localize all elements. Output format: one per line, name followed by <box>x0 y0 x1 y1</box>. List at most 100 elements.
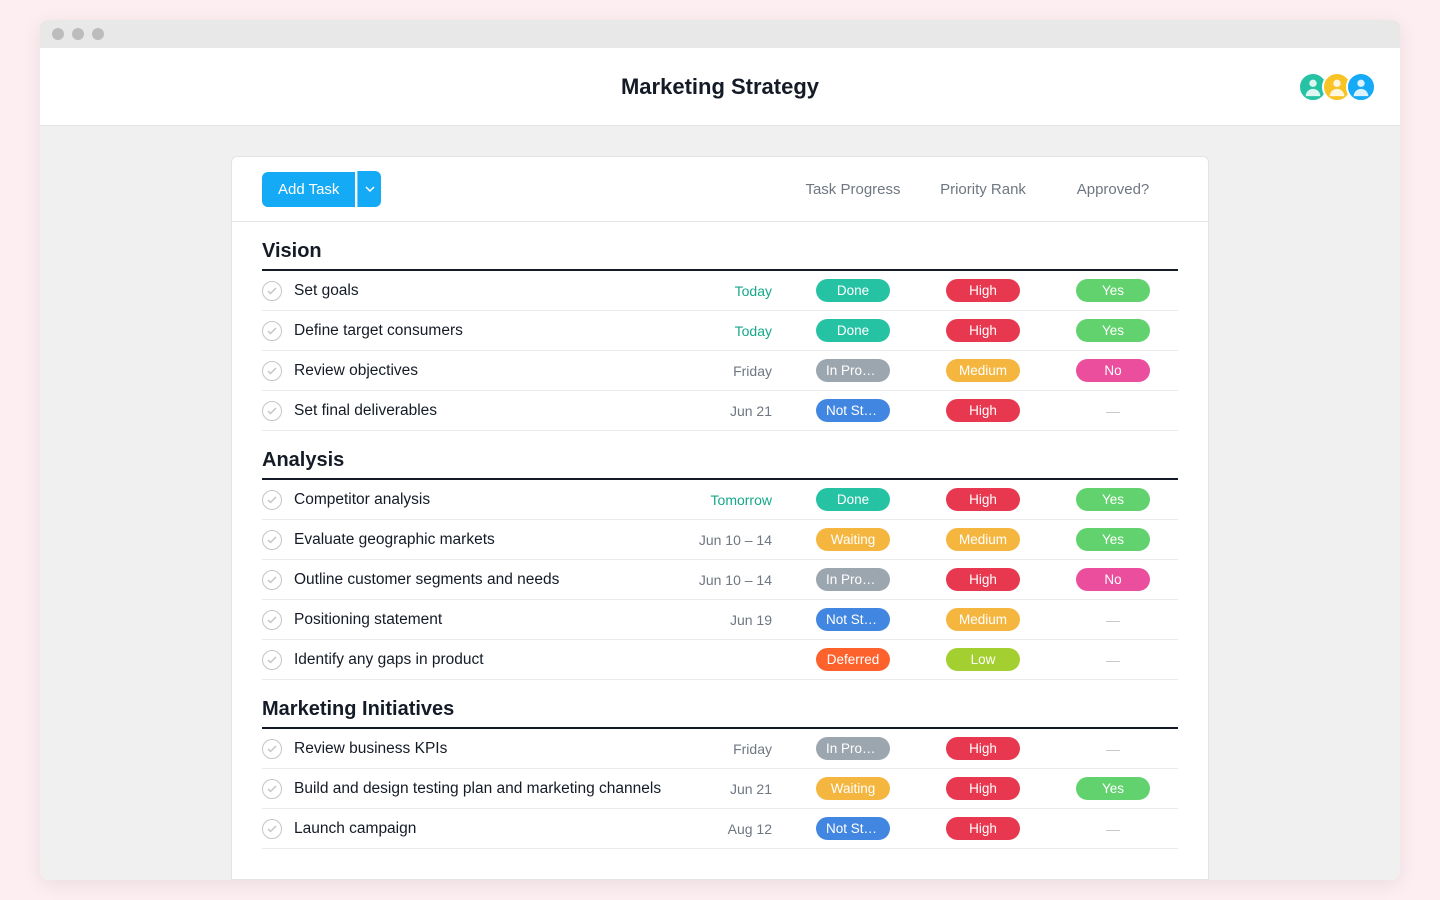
page-title: Marketing Strategy <box>621 74 819 100</box>
task-priority-cell[interactable]: High <box>918 568 1048 591</box>
task-priority-cell[interactable]: High <box>918 777 1048 800</box>
complete-checkbox[interactable] <box>262 281 282 301</box>
task-approved-cell[interactable]: — <box>1048 741 1178 757</box>
empty-value: — <box>1106 612 1120 628</box>
task-name: Build and design testing plan and market… <box>294 780 688 798</box>
complete-checkbox[interactable] <box>262 739 282 759</box>
check-icon <box>267 744 277 754</box>
section-title[interactable]: Marketing Initiatives <box>262 680 1178 729</box>
priority-pill: High <box>946 568 1020 591</box>
complete-checkbox[interactable] <box>262 779 282 799</box>
task-progress-cell[interactable]: In Progr… <box>788 737 918 760</box>
task-row[interactable]: Set final deliverablesJun 21Not Star…Hig… <box>262 391 1178 431</box>
task-progress-cell[interactable]: Waiting <box>788 777 918 800</box>
task-approved-cell[interactable]: — <box>1048 652 1178 668</box>
progress-pill: Not Star… <box>816 817 890 840</box>
task-priority-cell[interactable]: Medium <box>918 528 1048 551</box>
task-approved-cell[interactable]: — <box>1048 403 1178 419</box>
task-progress-cell[interactable]: Not Star… <box>788 399 918 422</box>
task-row[interactable]: Competitor analysisTomorrowDoneHighYes <box>262 480 1178 520</box>
task-row[interactable]: Evaluate geographic marketsJun 10 – 14Wa… <box>262 520 1178 560</box>
window-titlebar <box>40 20 1400 48</box>
task-name: Set final deliverables <box>294 402 688 420</box>
task-row[interactable]: Positioning statementJun 19Not Star…Medi… <box>262 600 1178 640</box>
task-name: Competitor analysis <box>294 491 688 509</box>
task-priority-cell[interactable]: High <box>918 319 1048 342</box>
task-row[interactable]: Build and design testing plan and market… <box>262 769 1178 809</box>
complete-checkbox[interactable] <box>262 610 282 630</box>
complete-checkbox[interactable] <box>262 361 282 381</box>
progress-pill: Not Star… <box>816 608 890 631</box>
task-row[interactable]: Review objectivesFridayIn Progr…MediumNo <box>262 351 1178 391</box>
task-name: Outline customer segments and needs <box>294 571 688 589</box>
check-icon <box>267 286 277 296</box>
task-row[interactable]: Identify any gaps in productDeferredLow— <box>262 640 1178 680</box>
section-title[interactable]: Vision <box>262 222 1178 271</box>
task-approved-cell[interactable]: No <box>1048 568 1178 591</box>
check-icon <box>267 326 277 336</box>
priority-pill: Medium <box>946 528 1020 551</box>
task-priority-cell[interactable]: High <box>918 488 1048 511</box>
task-row[interactable]: Review business KPIsFridayIn Progr…High— <box>262 729 1178 769</box>
task-progress-cell[interactable]: Done <box>788 319 918 342</box>
complete-checkbox[interactable] <box>262 819 282 839</box>
task-progress-cell[interactable]: In Progr… <box>788 568 918 591</box>
task-progress-cell[interactable]: Waiting <box>788 528 918 551</box>
add-task-dropdown[interactable] <box>357 171 381 207</box>
complete-checkbox[interactable] <box>262 530 282 550</box>
task-row[interactable]: Outline customer segments and needsJun 1… <box>262 560 1178 600</box>
traffic-light-close[interactable] <box>52 28 64 40</box>
task-priority-cell[interactable]: High <box>918 279 1048 302</box>
traffic-light-minimize[interactable] <box>72 28 84 40</box>
complete-checkbox[interactable] <box>262 490 282 510</box>
task-progress-cell[interactable]: Not Star… <box>788 608 918 631</box>
traffic-light-zoom[interactable] <box>92 28 104 40</box>
page-header: Marketing Strategy <box>40 48 1400 126</box>
task-priority-cell[interactable]: High <box>918 817 1048 840</box>
task-approved-cell[interactable]: — <box>1048 612 1178 628</box>
task-progress-cell[interactable]: In Progr… <box>788 359 918 382</box>
section-title[interactable]: Analysis <box>262 431 1178 480</box>
complete-checkbox[interactable] <box>262 401 282 421</box>
chevron-down-icon <box>365 186 375 192</box>
task-row[interactable]: Set goalsTodayDoneHighYes <box>262 271 1178 311</box>
priority-pill: High <box>946 399 1020 422</box>
task-progress-cell[interactable]: Done <box>788 488 918 511</box>
task-priority-cell[interactable]: Low <box>918 648 1048 671</box>
priority-pill: Medium <box>946 608 1020 631</box>
task-priority-cell[interactable]: Medium <box>918 608 1048 631</box>
task-approved-cell[interactable]: No <box>1048 359 1178 382</box>
complete-checkbox[interactable] <box>262 650 282 670</box>
task-name: Launch campaign <box>294 820 688 838</box>
task-approved-cell[interactable]: Yes <box>1048 777 1178 800</box>
task-name: Evaluate geographic markets <box>294 531 688 549</box>
priority-pill: Low <box>946 648 1020 671</box>
task-progress-cell[interactable]: Not Star… <box>788 817 918 840</box>
task-progress-cell[interactable]: Deferred <box>788 648 918 671</box>
task-progress-cell[interactable]: Done <box>788 279 918 302</box>
task-approved-cell[interactable]: Yes <box>1048 279 1178 302</box>
sections-container: VisionSet goalsTodayDoneHighYesDefine ta… <box>232 222 1208 879</box>
task-approved-cell[interactable]: Yes <box>1048 528 1178 551</box>
task-approved-cell[interactable]: Yes <box>1048 319 1178 342</box>
task-approved-cell[interactable]: — <box>1048 821 1178 837</box>
priority-pill: High <box>946 488 1020 511</box>
task-due-date: Jun 10 – 14 <box>688 572 788 588</box>
task-priority-cell[interactable]: High <box>918 399 1048 422</box>
content-area: Add Task Task Progress Priority Rank App… <box>40 126 1400 880</box>
complete-checkbox[interactable] <box>262 321 282 341</box>
task-priority-cell[interactable]: Medium <box>918 359 1048 382</box>
task-approved-cell[interactable]: Yes <box>1048 488 1178 511</box>
task-row[interactable]: Define target consumersTodayDoneHighYes <box>262 311 1178 351</box>
column-header-progress: Task Progress <box>788 181 918 198</box>
complete-checkbox[interactable] <box>262 570 282 590</box>
task-priority-cell[interactable]: High <box>918 737 1048 760</box>
priority-pill: High <box>946 817 1020 840</box>
progress-pill: Waiting <box>816 777 890 800</box>
add-task-button[interactable]: Add Task <box>262 172 355 207</box>
check-icon <box>267 535 277 545</box>
check-icon <box>267 784 277 794</box>
progress-pill: Done <box>816 488 890 511</box>
avatar[interactable] <box>1346 72 1376 102</box>
task-row[interactable]: Launch campaignAug 12Not Star…High— <box>262 809 1178 849</box>
